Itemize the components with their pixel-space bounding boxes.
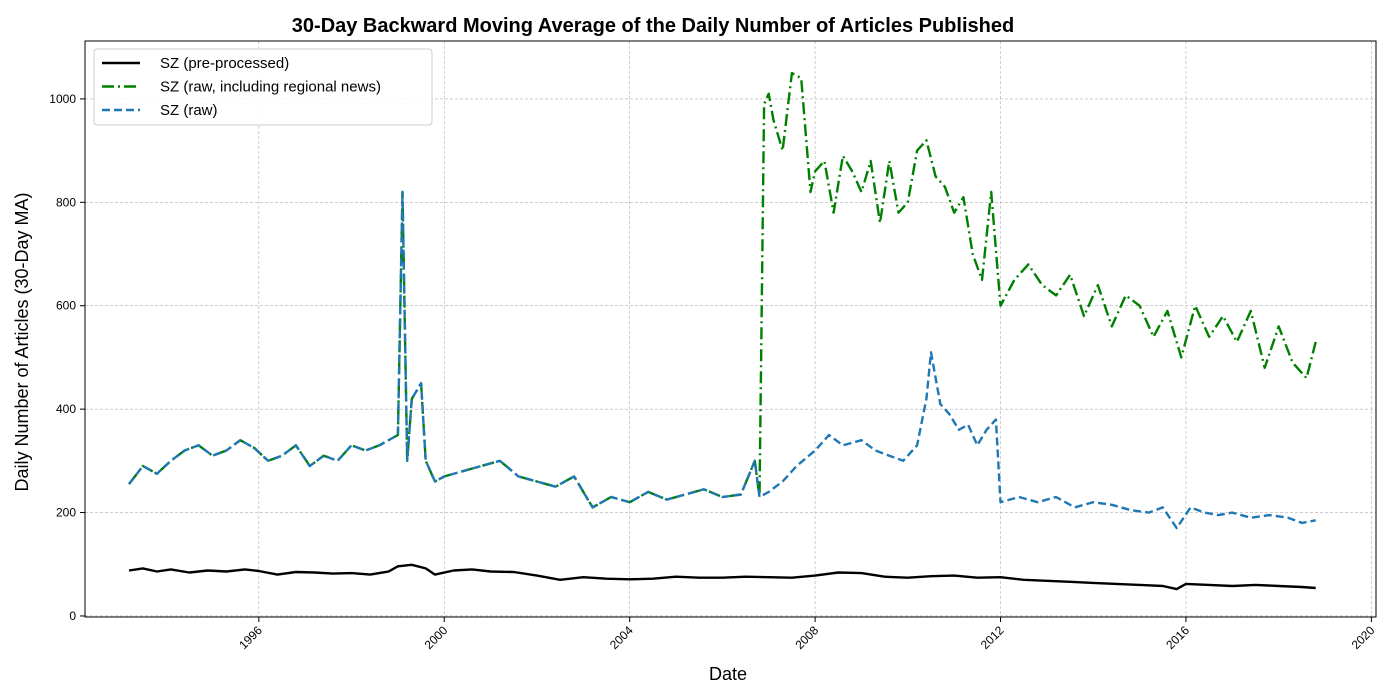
legend-box [93,48,433,126]
y-tick-label: 800 [56,195,76,209]
y-tick-label: 0 [69,609,76,623]
grid [85,41,1376,617]
series-line-0 [128,563,1316,591]
series-line-1 [128,71,1317,509]
legend: SZ (pre-processed) SZ (raw, including reg… [93,48,433,126]
series-line-2 [128,190,1316,530]
x-axis-label: Date [709,664,747,684]
series-group [128,71,1317,591]
y-tick-label: 400 [56,402,76,416]
legend-label: SZ (pre-processed) [160,55,289,72]
y-tick-label: 1000 [49,92,76,106]
plot-frame [84,40,1377,618]
y-tick-label: 600 [56,299,76,313]
legend-label: SZ (raw) [160,102,218,119]
legend-label: SZ (raw, including regional news) [160,79,381,96]
chart-title: 30-Day Backward Moving Average of the Da… [292,15,1014,37]
y-ticks: 0 200 400 600 800 1000 [49,92,85,623]
y-tick-label: 200 [56,506,76,520]
y-axis-label: Daily Number of Articles (30-Day MA) [12,192,32,491]
